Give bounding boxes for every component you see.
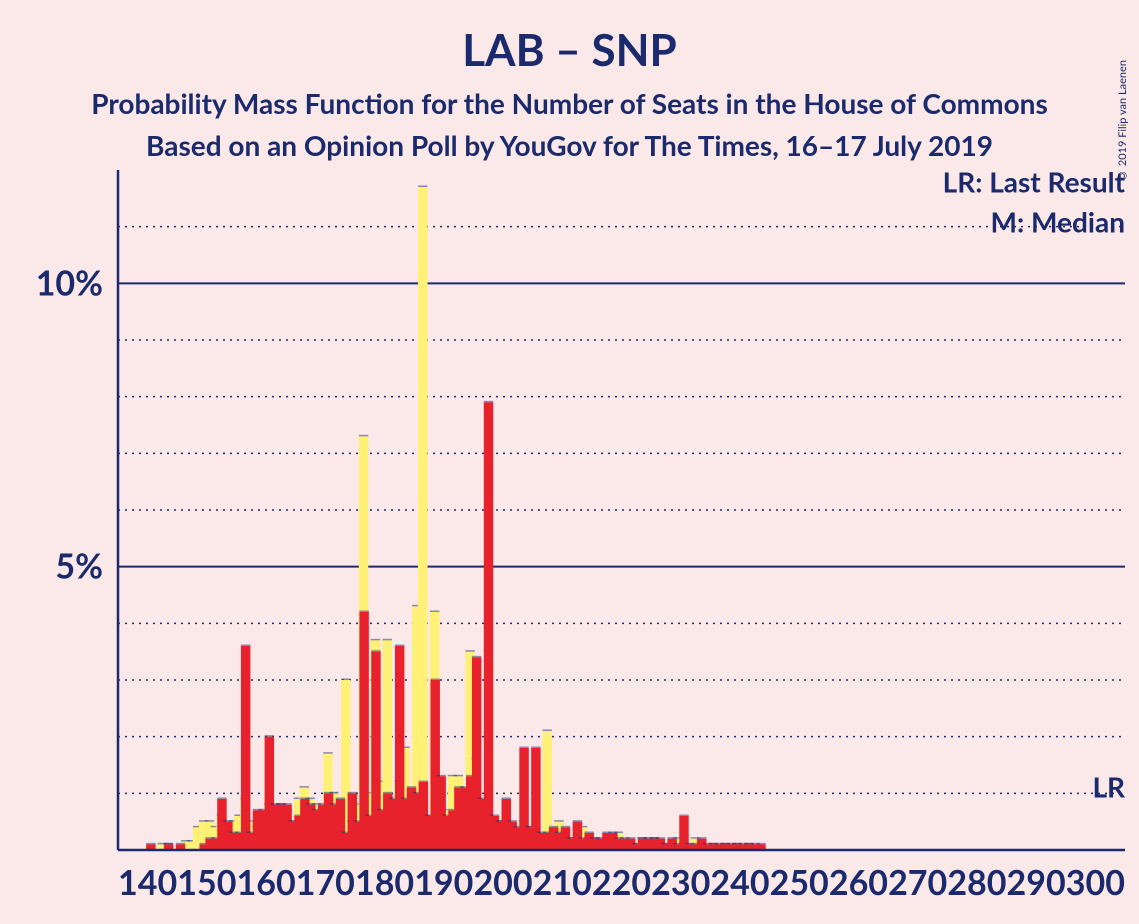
bar-red: [241, 646, 250, 850]
xtick-label: 210: [533, 862, 592, 903]
bar-cap: [626, 837, 635, 839]
bar-cap: [359, 611, 368, 613]
xtick-label: 250: [770, 862, 829, 903]
bar-cap: [507, 820, 516, 822]
bar-cap: [430, 611, 439, 613]
bar-cap: [176, 843, 185, 845]
bar-cap: [756, 843, 765, 845]
bar-cap: [436, 775, 445, 777]
bar-cap: [323, 752, 332, 754]
bar-cap: [502, 798, 511, 800]
bar-cap: [383, 792, 392, 794]
bar-cap: [465, 650, 474, 652]
bar-cap: [164, 843, 173, 845]
bar-cap: [336, 798, 345, 800]
xtick-label: 290: [1007, 862, 1066, 903]
bar-cap: [454, 775, 463, 777]
xtick-label: 170: [296, 862, 355, 903]
xtick-label: 230: [651, 862, 710, 903]
bar-cap: [341, 679, 350, 681]
bar-cap: [371, 639, 380, 641]
bar-yellow: [418, 187, 427, 850]
bar-cap: [300, 798, 309, 800]
bar-cap: [241, 645, 250, 647]
bar-cap: [265, 735, 274, 737]
bar-cap: [395, 645, 404, 647]
bar-cap: [418, 186, 427, 188]
bar-cap: [584, 832, 593, 834]
bar-cap: [382, 639, 391, 641]
bar-cap: [531, 747, 540, 749]
bar-cap: [407, 786, 416, 788]
bar-cap: [561, 826, 570, 828]
bar-cap: [223, 820, 232, 822]
bar-red: [359, 612, 368, 850]
xtick-label: 190: [414, 862, 473, 903]
bar-cap: [430, 679, 439, 681]
xtick-label: 240: [710, 862, 769, 903]
lr-marker: LR: [1092, 770, 1126, 804]
ytick-label: 10%: [36, 262, 103, 303]
bar-cap: [371, 650, 380, 652]
bar-cap: [573, 820, 582, 822]
xtick-label: 200: [473, 862, 532, 903]
bar-cap: [306, 803, 315, 805]
xtick-label: 300: [1066, 862, 1125, 903]
bar-cap: [554, 820, 563, 822]
xtick-label: 140: [118, 862, 177, 903]
xtick-label: 260: [829, 862, 888, 903]
legend-m: M: Median: [991, 204, 1125, 238]
bar-cap: [519, 747, 528, 749]
bar-cap: [217, 798, 226, 800]
bar-cap: [282, 803, 291, 805]
xtick-label: 150: [177, 862, 236, 903]
bar-cap: [697, 837, 706, 839]
bar-cap: [359, 435, 368, 437]
bar-cap: [484, 401, 493, 403]
xtick-label: 180: [355, 862, 414, 903]
xtick-label: 270: [888, 862, 947, 903]
bar-cap: [608, 832, 617, 834]
bar-cap: [146, 843, 155, 845]
ytick-label: 5%: [55, 546, 103, 587]
xtick-label: 280: [947, 862, 1006, 903]
xtick-label: 160: [237, 862, 296, 903]
bar-cap: [324, 792, 333, 794]
legend-lr: LR: Last Result: [943, 165, 1126, 199]
bar-cap: [542, 730, 551, 732]
bar-cap: [348, 792, 357, 794]
bar-cap: [549, 826, 558, 828]
bar-cap: [419, 781, 428, 783]
bar-cap: [472, 656, 481, 658]
xtick-label: 220: [592, 862, 651, 903]
bar-cap: [490, 815, 499, 817]
bar-red: [484, 402, 493, 850]
bar-cap: [679, 815, 688, 817]
bar-cap: [656, 837, 665, 839]
bar-cap: [667, 837, 676, 839]
pmf-chart: 5% 10% 14015016017018019020021022023024025…: [0, 0, 1139, 924]
bar-cap: [300, 786, 309, 788]
bar-cap: [205, 820, 214, 822]
